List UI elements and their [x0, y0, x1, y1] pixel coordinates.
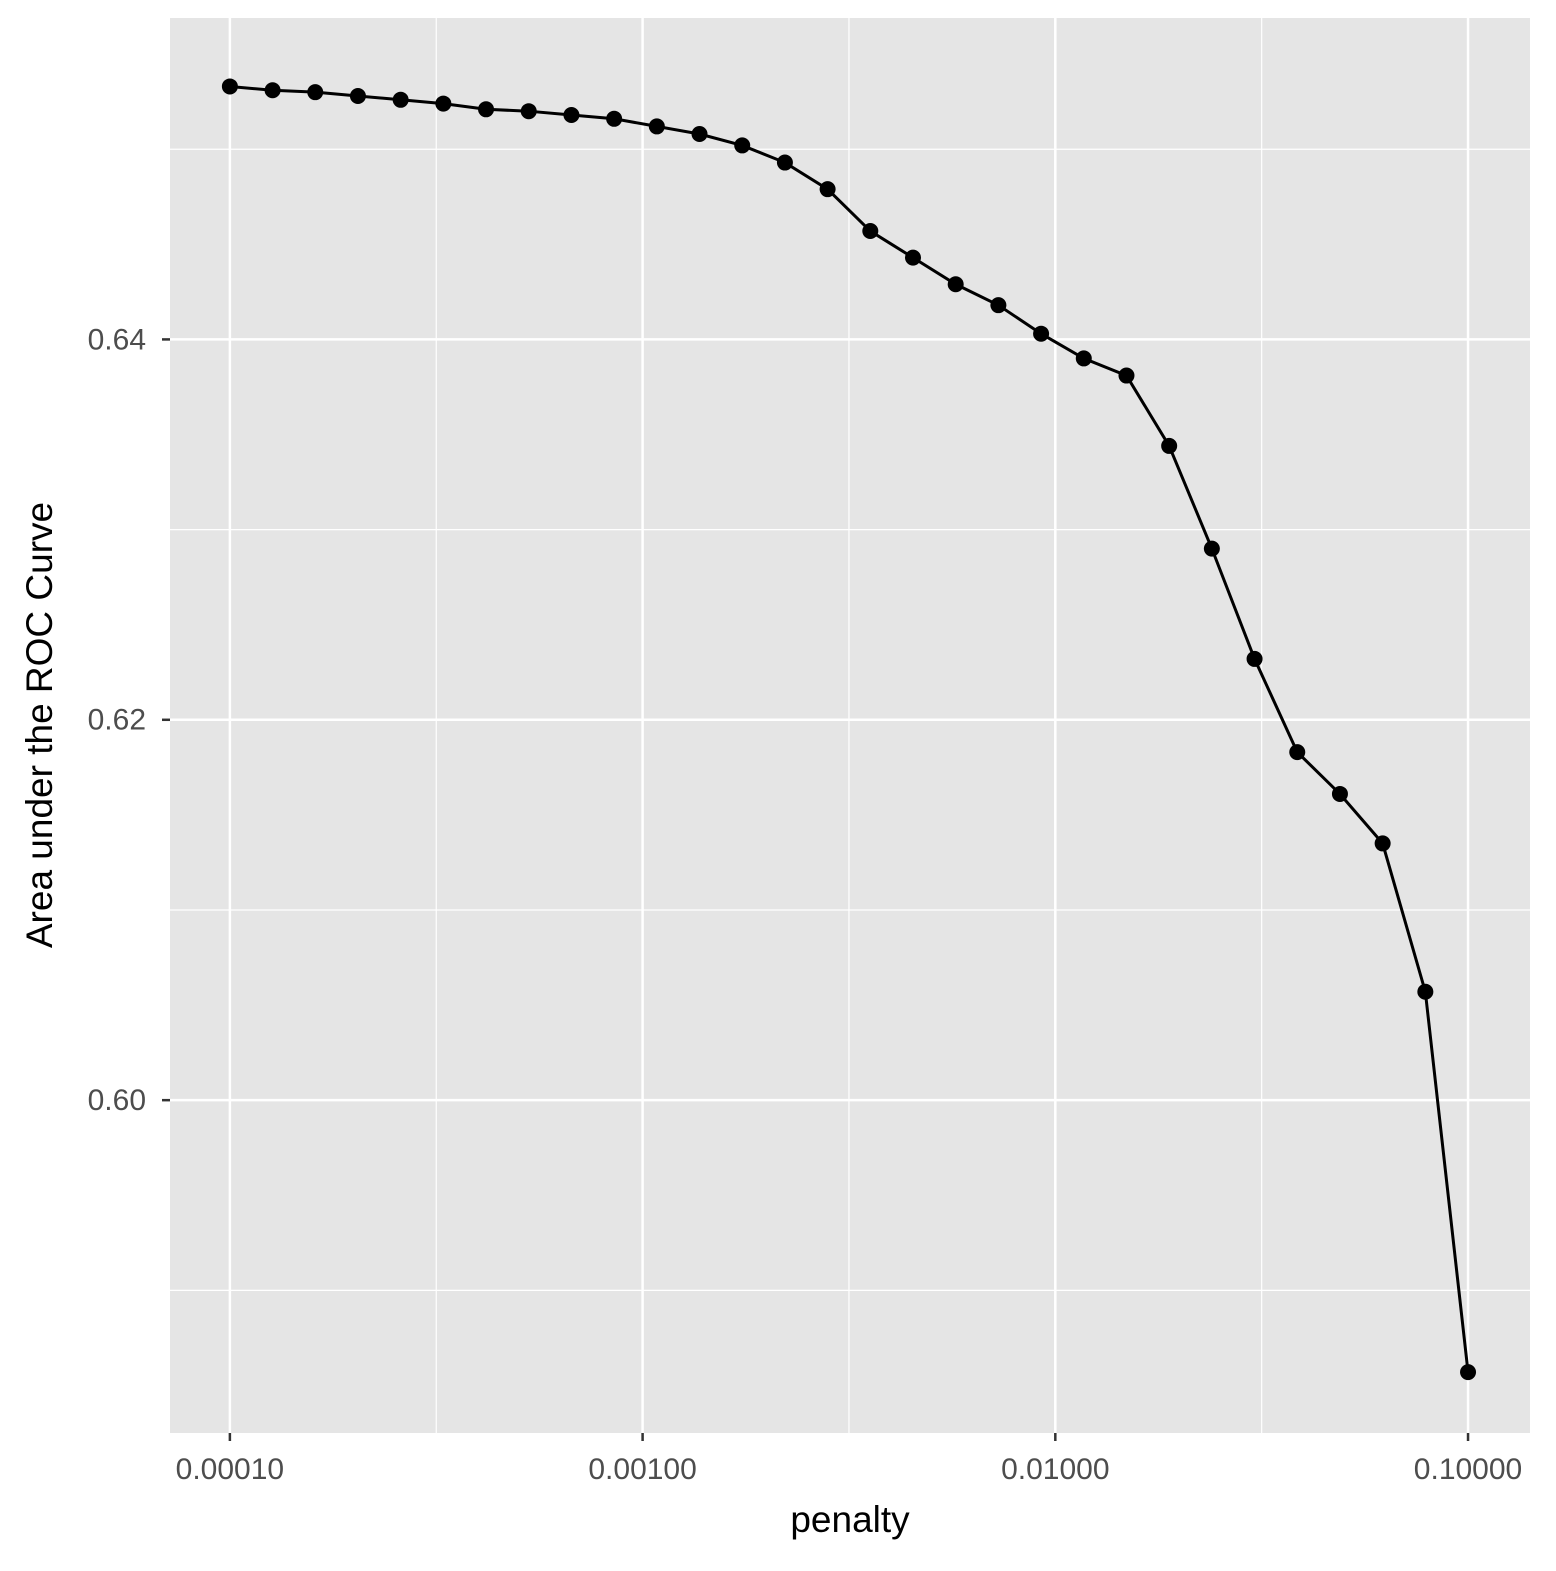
point: [563, 106, 580, 123]
point: [776, 154, 793, 171]
point: [1033, 325, 1050, 342]
panel: [170, 18, 1530, 1433]
point: [606, 110, 623, 127]
point: [947, 276, 964, 293]
point: [1118, 367, 1135, 384]
point: [1203, 540, 1220, 557]
y-tick-label: 0.60: [88, 1084, 146, 1117]
point: [691, 126, 708, 143]
grid: [170, 18, 1530, 1433]
point: [862, 223, 879, 240]
point: [648, 118, 665, 135]
point: [221, 78, 238, 95]
point: [264, 82, 281, 99]
y-axis-title: Area under the ROC Curve: [19, 502, 60, 948]
point: [990, 297, 1007, 314]
y-tick-label: 0.64: [88, 323, 146, 356]
point: [435, 95, 452, 112]
point: [349, 87, 366, 104]
point: [307, 84, 324, 101]
x-tick-label: 0.00010: [176, 1453, 284, 1486]
x-axis-title: penalty: [790, 1499, 910, 1540]
point: [1246, 650, 1263, 667]
point: [1417, 983, 1434, 1000]
x-tick-label: 0.01000: [1001, 1453, 1109, 1486]
point: [1331, 785, 1348, 802]
point: [392, 91, 409, 108]
point: [1374, 835, 1391, 852]
point: [520, 103, 537, 120]
point: [1460, 1364, 1477, 1381]
point: [1289, 744, 1306, 761]
point: [1075, 350, 1092, 367]
x-tick-label: 0.10000: [1414, 1453, 1522, 1486]
point: [478, 101, 495, 118]
y-tick-label: 0.62: [88, 704, 146, 737]
point: [734, 137, 751, 154]
point: [819, 181, 836, 198]
point: [1161, 437, 1178, 454]
point: [904, 249, 921, 266]
x-tick-label: 0.00100: [588, 1453, 696, 1486]
